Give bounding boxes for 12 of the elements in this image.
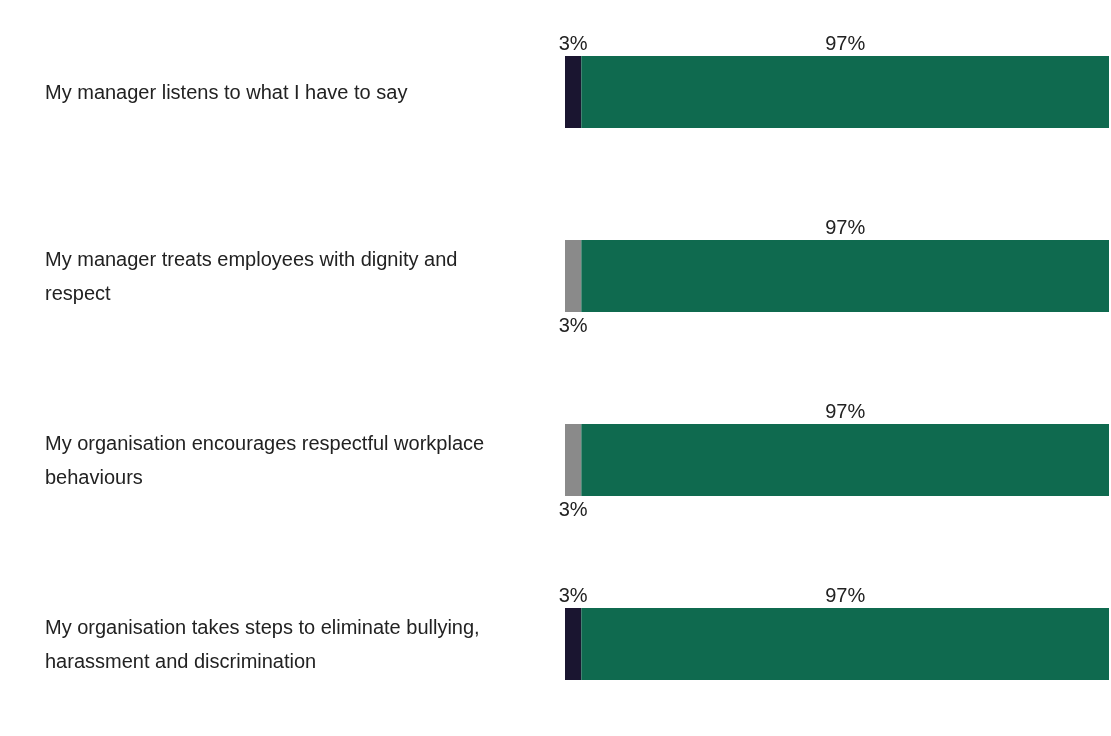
data-label: 3% <box>558 584 588 606</box>
data-label: 3% <box>558 314 588 336</box>
data-label: 3% <box>558 498 588 520</box>
y-tick-label: My organisation encourages respectful workplace behaviours <box>45 432 490 488</box>
y-tick-label: My organisation takes steps to eliminate bullying, harassment and discrimination <box>45 616 486 672</box>
y-tick-label: My manager listens to what I have to say <box>45 81 408 103</box>
y-tick-label: My manager treats employees with dignity and respect <box>45 248 463 304</box>
data-label: 97% <box>825 32 866 54</box>
data-label: 3% <box>558 32 588 54</box>
data-label: 97% <box>825 400 866 422</box>
data-label: 97% <box>825 216 866 238</box>
data-label: 97% <box>825 584 866 606</box>
